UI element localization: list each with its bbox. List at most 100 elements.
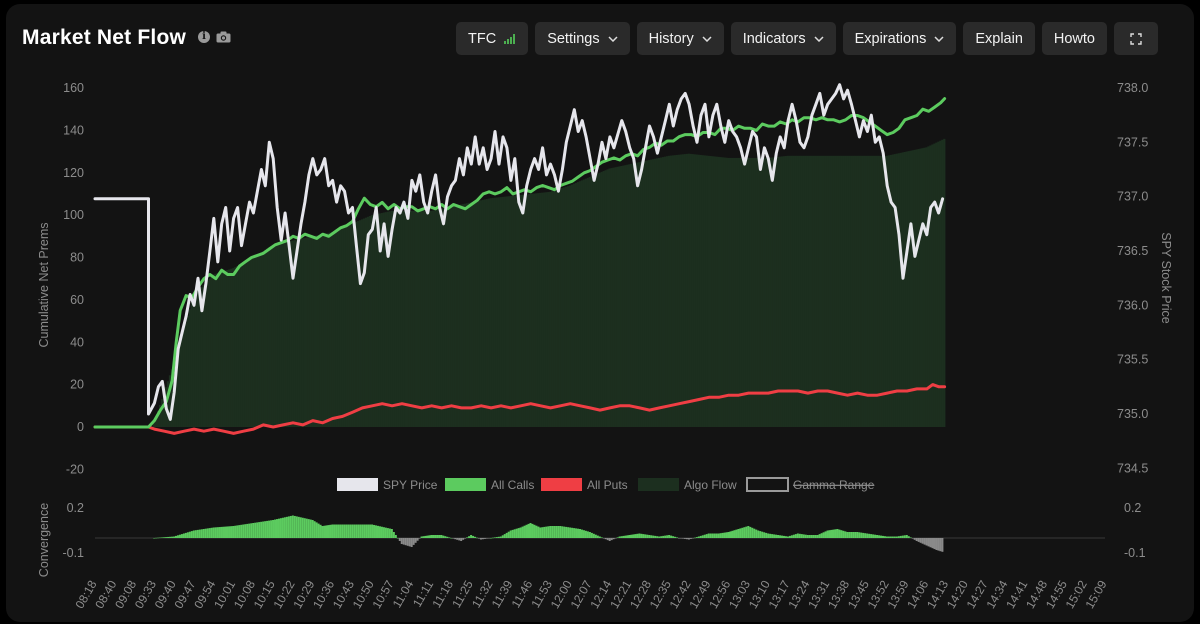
convergence-bar — [388, 528, 391, 538]
convergence-bar — [190, 531, 193, 538]
algo-flow-bar — [378, 213, 381, 427]
algo-flow-bar — [545, 192, 548, 427]
indicators-dropdown[interactable]: Indicators — [730, 22, 836, 55]
algo-flow-bar — [816, 155, 819, 428]
y2-tick-label: 737.5 — [1117, 135, 1148, 149]
convergence-bar — [630, 534, 633, 538]
algo-flow-bar — [772, 157, 776, 427]
algo-flow-bar — [372, 214, 376, 427]
convergence-bar — [578, 529, 581, 538]
convergence-bar — [780, 535, 783, 538]
algo-flow-bar — [309, 236, 312, 427]
algo-flow-bar — [685, 153, 688, 427]
algo-flow-bar — [349, 224, 352, 427]
convergence-bar — [476, 537, 479, 539]
expirations-dropdown[interactable]: Expirations — [842, 22, 957, 55]
algo-flow-bar — [842, 155, 845, 428]
algo-flow-bar — [739, 157, 742, 427]
algo-flow-bar — [289, 240, 292, 427]
convergence-bar — [816, 535, 819, 538]
algo-flow-bars — [153, 138, 946, 428]
convergence-bar — [909, 537, 912, 538]
convergence-bar — [640, 533, 643, 538]
fullscreen-button[interactable] — [1114, 22, 1158, 55]
algo-flow-bar — [594, 174, 597, 427]
algo-flow-bar — [483, 199, 486, 427]
algo-flow-bar — [495, 197, 498, 427]
algo-flow-bar — [705, 155, 708, 427]
convergence-bar — [590, 532, 593, 538]
convergence-bar — [812, 535, 815, 538]
convergence-bar — [240, 524, 243, 538]
algo-flow-bar — [448, 207, 451, 427]
convergence-bar — [234, 525, 237, 538]
convergence-bar — [262, 521, 265, 538]
algo-flow-bar — [875, 155, 879, 428]
algo-flow-bar — [557, 189, 560, 427]
algo-flow-bar — [919, 148, 922, 427]
convergence-bar — [517, 528, 520, 538]
algo-flow-bar — [351, 223, 354, 427]
convergence-bar — [777, 535, 780, 538]
convergence-bar — [810, 535, 813, 538]
convergence-bar — [656, 536, 659, 538]
convergence-bar — [509, 530, 512, 538]
algo-flow-bar — [265, 248, 269, 427]
convergence-bar — [539, 527, 542, 538]
convergence-bar — [715, 533, 718, 538]
algo-flow-bar — [925, 147, 928, 427]
algo-flow-bar — [497, 197, 500, 427]
convergence-bar — [822, 532, 825, 538]
convergence-bar — [361, 524, 364, 538]
algo-flow-bar — [166, 381, 170, 427]
algo-flow-bar — [893, 154, 896, 428]
y-tick-label: 20 — [70, 378, 84, 392]
algo-flow-bar — [214, 273, 217, 427]
tfc-button[interactable]: TFC — [456, 22, 529, 55]
settings-dropdown[interactable]: Settings — [535, 22, 630, 55]
convergence-bar — [660, 536, 663, 538]
camera-icon[interactable] — [216, 31, 231, 43]
convergence-bar — [390, 529, 393, 538]
convergence-bar — [525, 524, 528, 538]
convergence-bar — [719, 533, 722, 538]
convergence-bar — [163, 537, 166, 538]
convergence-bar — [723, 532, 726, 538]
convergence-bar — [616, 537, 619, 538]
convergence-bar — [592, 533, 595, 538]
convergence-bar — [325, 525, 328, 538]
convergence-bar — [784, 536, 787, 538]
algo-flow-bar — [822, 155, 825, 428]
algo-flow-bar — [564, 186, 568, 427]
algo-flow-bar — [452, 206, 455, 427]
algo-flow-bar — [646, 160, 649, 427]
algo-flow-bar — [465, 203, 469, 427]
algo-flow-bar — [297, 239, 300, 427]
convergence-bar — [424, 535, 427, 538]
convergence-bar — [331, 524, 334, 538]
algo-flow-bar — [329, 232, 332, 427]
convergence-bar — [184, 532, 187, 538]
convergence-bar — [747, 526, 750, 538]
convergence-bar — [491, 537, 494, 539]
algo-flow-bar — [701, 155, 704, 427]
history-dropdown[interactable]: History — [636, 22, 724, 55]
algo-flow-bar — [210, 276, 213, 427]
explain-button[interactable]: Explain — [963, 22, 1035, 55]
algo-flow-bar — [410, 210, 413, 427]
algo-flow-bar — [156, 410, 160, 427]
algo-flow-bar — [745, 157, 748, 427]
convergence-bar — [767, 533, 770, 538]
howto-button[interactable]: Howto — [1041, 22, 1107, 55]
convergence-bar — [523, 525, 526, 538]
algo-flow-bar — [784, 156, 787, 427]
convergence-bar — [931, 538, 934, 549]
algo-flow-bar — [291, 240, 294, 427]
convergence-bar — [598, 536, 601, 538]
algo-flow-bar — [505, 196, 508, 427]
algo-flow-bar — [711, 156, 714, 427]
convergence-bar — [535, 525, 538, 538]
algo-flow-bar — [503, 196, 506, 427]
info-icon[interactable]: i — [198, 31, 210, 43]
algo-flow-bar — [428, 210, 431, 427]
